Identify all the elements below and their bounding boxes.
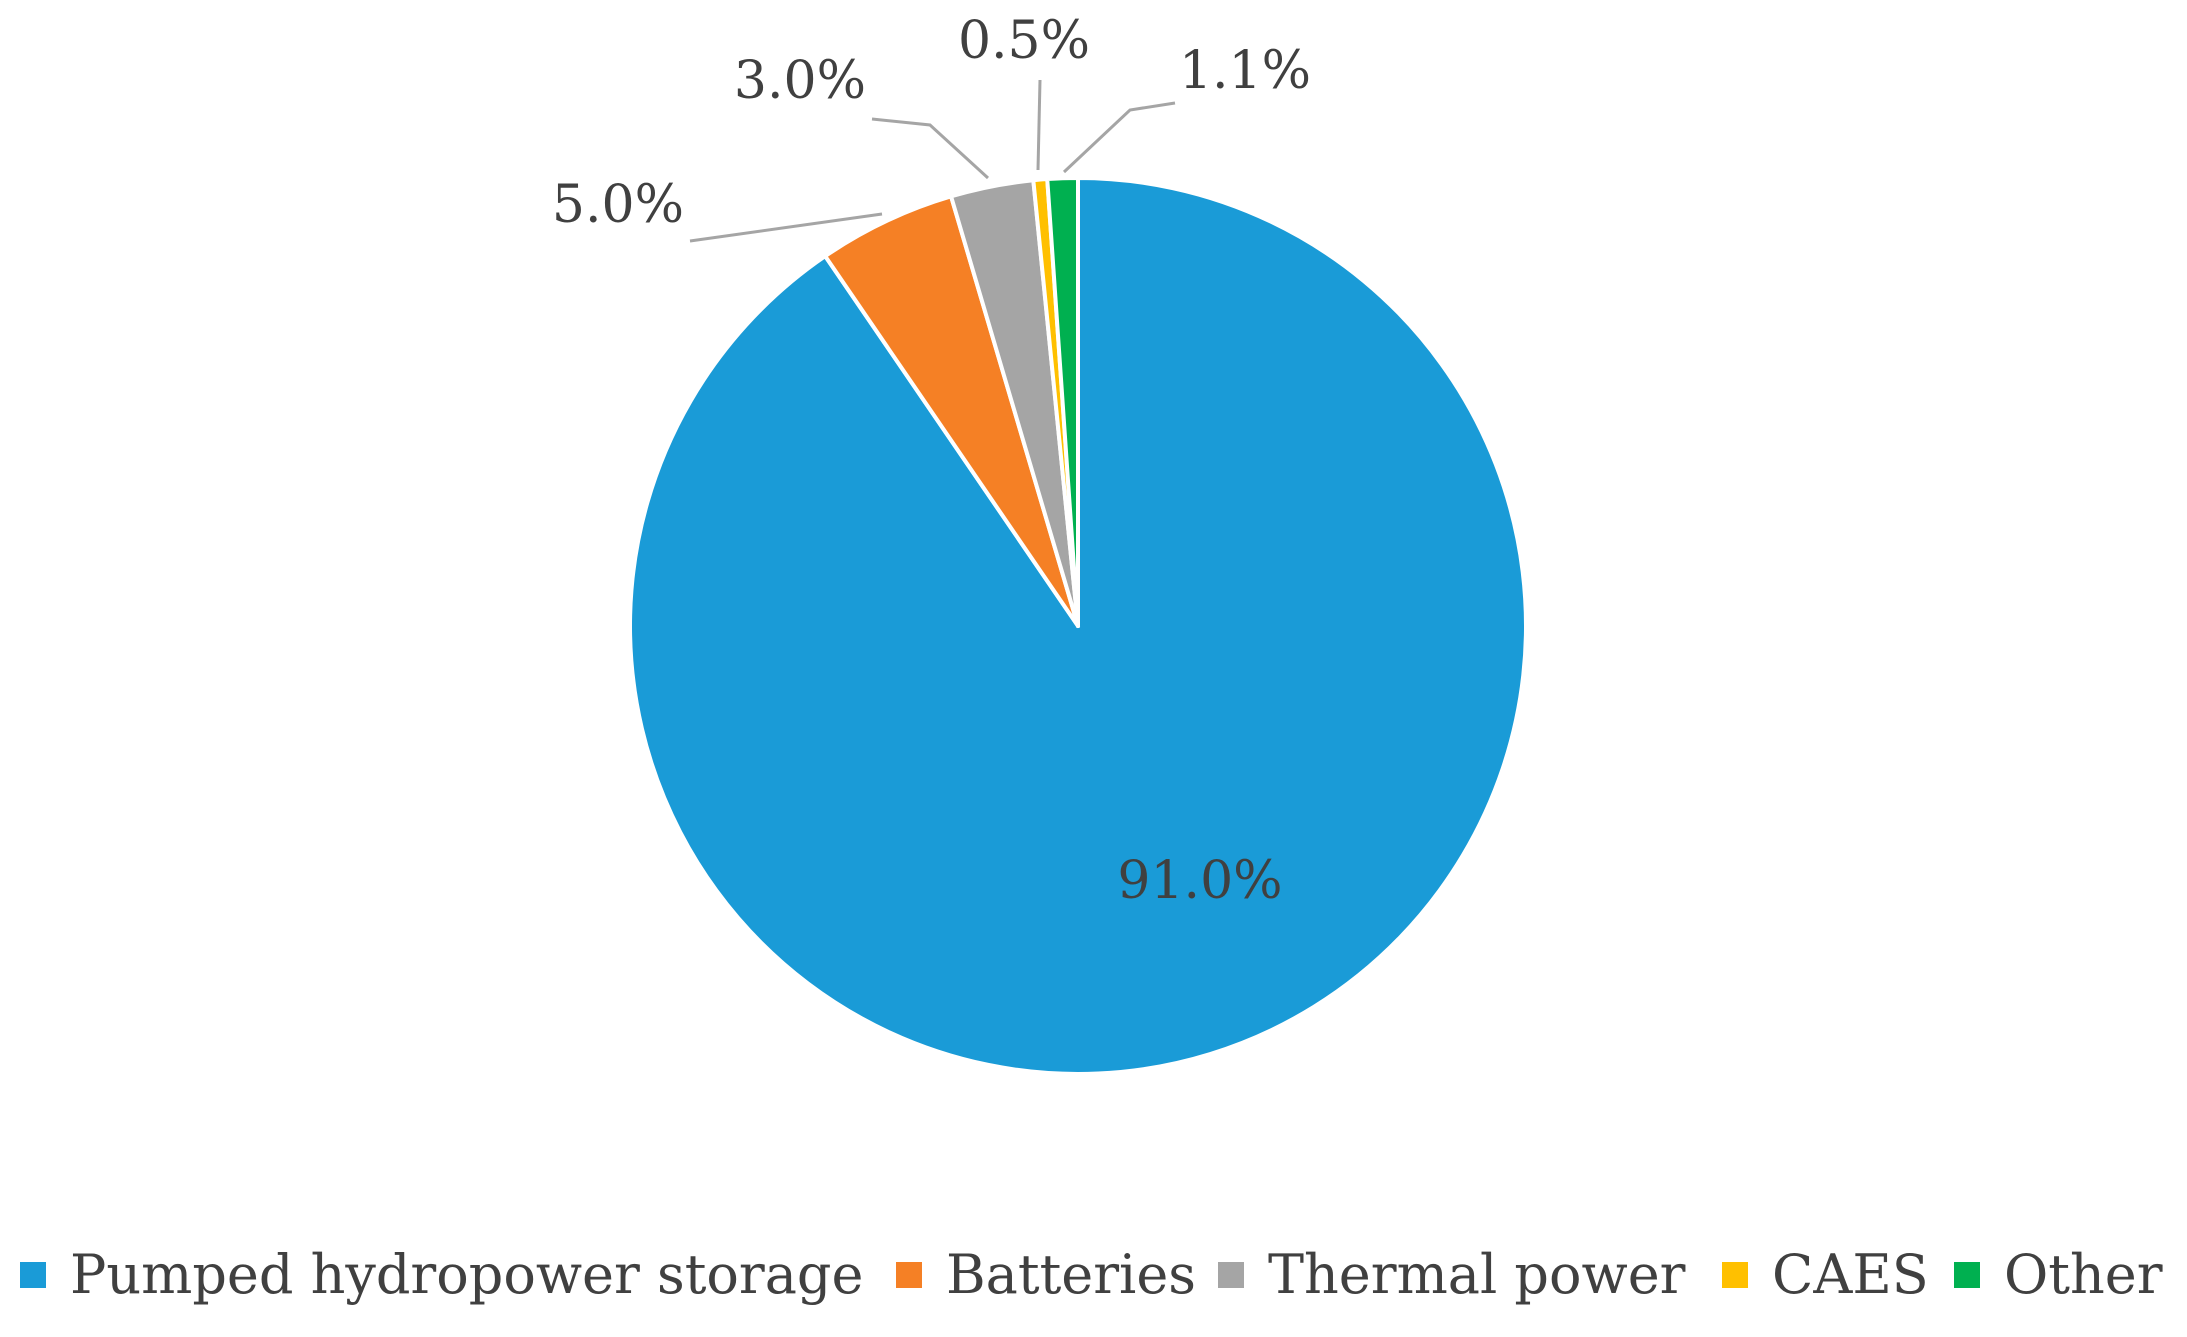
leader-lines: [689, 79, 1176, 243]
legend-item-thermal-power: Thermal power: [1218, 1243, 1686, 1306]
legend-swatch-caes: [1722, 1262, 1748, 1288]
legend-swatch-other: [1954, 1262, 1980, 1288]
legend-label-pumped-hydropower-storage: Pumped hydropower storage: [70, 1243, 863, 1306]
legend-label-batteries: Batteries: [946, 1243, 1196, 1306]
legend: Pumped hydropower storage Batteries Therma…: [20, 1243, 2163, 1306]
data-label-thermal-power: 3.0%: [734, 51, 866, 111]
pie-slices: [628, 176, 1528, 1076]
leader-line-batteries: [689, 212, 883, 243]
legend-swatch-batteries: [896, 1262, 922, 1288]
legend-item-pumped-hydropower-storage: Pumped hydropower storage: [20, 1243, 863, 1306]
legend-label-thermal-power: Thermal power: [1268, 1243, 1686, 1306]
legend-item-other: Other: [1954, 1243, 2163, 1306]
data-label-batteries: 5.0%: [552, 175, 684, 235]
data-label-pumped-hydropower-storage: 91.0%: [1117, 851, 1282, 911]
leader-line-thermal-power: [871, 117, 990, 180]
data-label-caes: 0.5%: [958, 11, 1090, 71]
leader-line-caes: [1036, 79, 1042, 171]
legend-label-caes: CAES: [1772, 1243, 1929, 1306]
data-labels: 91.0% 5.0% 3.0% 0.5% 1.1%: [552, 11, 1311, 911]
legend-item-caes: CAES: [1722, 1243, 1929, 1306]
legend-label-other: Other: [2004, 1243, 2163, 1306]
leader-line-other: [1062, 101, 1176, 174]
legend-swatch-thermal-power: [1218, 1262, 1244, 1288]
data-label-other: 1.1%: [1179, 41, 1311, 101]
pie-slice-other: [1045, 176, 1080, 628]
legend-swatch-pumped-hydropower-storage: [20, 1262, 46, 1288]
legend-item-batteries: Batteries: [896, 1243, 1196, 1306]
